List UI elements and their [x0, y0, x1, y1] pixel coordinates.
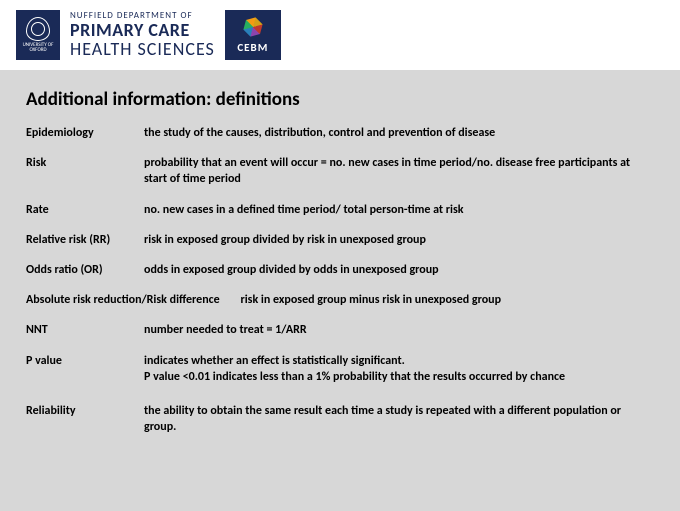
term: Odds ratio (OR)	[26, 262, 144, 278]
term: Rate	[26, 202, 144, 218]
oxford-logo: UNIVERSITY OF OXFORD	[16, 10, 60, 60]
dept-line2: PRIMARY CARE	[70, 21, 215, 40]
cebm-label: CEBM	[237, 41, 268, 54]
definition-row: Rate no. new cases in a defined time per…	[26, 202, 654, 218]
term: Absolute risk reduction/Risk difference	[26, 293, 238, 307]
definition-row: Epidemiology the study of the causes, di…	[26, 125, 654, 141]
cebm-logo: CEBM	[225, 10, 281, 60]
definition: the ability to obtain the same result ea…	[144, 403, 654, 435]
definition: odds in exposed group divided by odds in…	[144, 262, 654, 278]
definition-row: Relative risk (RR) risk in exposed group…	[26, 232, 654, 248]
definition-row: NNT number needed to treat = 1/ARR	[26, 322, 654, 338]
hex-icon	[241, 14, 265, 38]
definition: risk in exposed group minus risk in unex…	[240, 293, 501, 307]
term: Epidemiology	[26, 125, 144, 141]
content: Additional information: definitions Epid…	[0, 70, 680, 459]
definition-row: Odds ratio (OR) odds in exposed group di…	[26, 262, 654, 278]
header: UNIVERSITY OF OXFORD NUFFIELD DEPARTMENT…	[0, 0, 680, 70]
definition: risk in exposed group divided by risk in…	[144, 232, 654, 248]
dept-line3: HEALTH SCIENCES	[70, 40, 215, 59]
definition: probability that an event will occur = n…	[144, 155, 654, 187]
term: Relative risk (RR)	[26, 232, 144, 248]
definition-row: Risk probability that an event will occu…	[26, 155, 654, 187]
oxford-label: UNIVERSITY OF OXFORD	[16, 43, 60, 53]
definition-row: Reliability the ability to obtain the sa…	[26, 403, 654, 435]
definition: no. new cases in a defined time period/ …	[144, 202, 654, 218]
term: Reliability	[26, 403, 144, 435]
department-text: NUFFIELD DEPARTMENT OF PRIMARY CARE HEAL…	[70, 11, 215, 58]
definition: number needed to treat = 1/ARR	[144, 322, 654, 338]
page-title: Additional information: definitions	[26, 88, 654, 111]
definition-row-inline: Absolute risk reduction/Risk difference …	[26, 292, 654, 308]
term: NNT	[26, 322, 144, 338]
term: Risk	[26, 155, 144, 187]
definition-row: P value indicates whether an effect is s…	[26, 353, 654, 385]
oxford-crest-icon	[26, 17, 50, 41]
definition: the study of the causes, distribution, c…	[144, 125, 654, 141]
term: P value	[26, 353, 144, 385]
definition: indicates whether an effect is statistic…	[144, 353, 654, 385]
